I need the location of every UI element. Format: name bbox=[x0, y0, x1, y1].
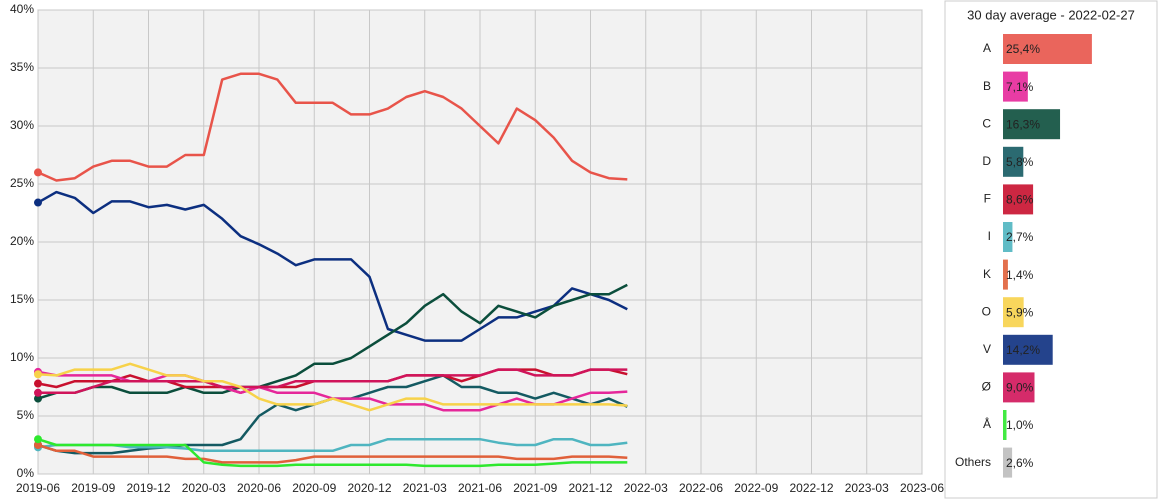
start-point bbox=[34, 441, 42, 449]
x-tick-label: 2020-09 bbox=[292, 481, 336, 495]
x-tick-label: 2021-12 bbox=[568, 481, 612, 495]
series-line bbox=[37, 437, 628, 453]
start-point bbox=[34, 198, 42, 207]
bar-label: V bbox=[983, 342, 991, 356]
x-tick-label: 2022-12 bbox=[789, 481, 833, 495]
bar-label: Ø bbox=[982, 380, 991, 394]
value-label: 25,4% bbox=[1006, 42, 1040, 56]
x-tick-label: 2022-09 bbox=[734, 481, 778, 495]
series-line bbox=[37, 362, 628, 412]
value-label: 5,8% bbox=[1006, 155, 1034, 169]
x-tick-label: 2023-06 bbox=[900, 481, 944, 495]
bar bbox=[1003, 184, 1034, 215]
value-label: 1,4% bbox=[1006, 268, 1034, 282]
bar-label: D bbox=[982, 154, 991, 168]
value-label: 9,0% bbox=[1006, 381, 1034, 395]
bar-label: C bbox=[982, 116, 991, 130]
value-label: 16,3% bbox=[1006, 117, 1040, 131]
bar-label: K bbox=[983, 267, 991, 281]
series-line bbox=[37, 283, 628, 400]
value-label: 5,9% bbox=[1006, 305, 1034, 319]
series-line bbox=[37, 443, 628, 464]
y-tick-label: 35% bbox=[10, 60, 34, 74]
bar bbox=[1003, 372, 1035, 403]
value-label: 7,1% bbox=[1006, 80, 1034, 94]
panel-title: 30 day average - 2022-02-27 bbox=[967, 7, 1135, 22]
bar bbox=[1003, 334, 1053, 365]
x-tick-label: 2023-03 bbox=[845, 481, 889, 495]
y-tick-label: 40% bbox=[10, 2, 34, 16]
value-label: 8,6% bbox=[1006, 193, 1034, 207]
start-point bbox=[34, 168, 42, 177]
value-label: 14,2% bbox=[1006, 343, 1040, 357]
start-point bbox=[34, 388, 42, 397]
y-tick-label: 15% bbox=[10, 292, 34, 306]
x-tick-label: 2022-03 bbox=[624, 481, 668, 495]
x-tick-label: 2020-03 bbox=[182, 481, 226, 495]
bar-label: I bbox=[988, 229, 991, 243]
bar bbox=[1003, 297, 1024, 328]
bar bbox=[1003, 410, 1007, 440]
bar bbox=[1003, 259, 1008, 290]
start-point bbox=[34, 394, 42, 403]
x-tick-label: 2020-12 bbox=[347, 481, 391, 495]
side-panel bbox=[944, 0, 1158, 499]
y-tick-label: 30% bbox=[10, 118, 34, 132]
bar-label: O bbox=[982, 304, 991, 318]
y-tick-label: 10% bbox=[10, 350, 34, 364]
start-point bbox=[34, 379, 42, 388]
bar bbox=[1003, 71, 1028, 102]
bar-label: Others bbox=[955, 455, 991, 469]
y-tick-label: 0% bbox=[17, 466, 35, 480]
value-label: 1,0% bbox=[1006, 418, 1034, 432]
x-tick-label: 2021-03 bbox=[403, 481, 447, 495]
series-line bbox=[37, 72, 628, 182]
x-tick-label: 2019-09 bbox=[71, 481, 115, 495]
x-tick-label: 2021-09 bbox=[513, 481, 557, 495]
y-tick-label: 25% bbox=[10, 176, 34, 190]
x-tick-label: 2021-06 bbox=[458, 481, 502, 495]
y-tick-label: 5% bbox=[17, 408, 35, 422]
x-tick-label: 2019-06 bbox=[16, 481, 60, 495]
bar-label: A bbox=[983, 41, 991, 55]
bar bbox=[1003, 109, 1061, 140]
series-line bbox=[37, 438, 628, 468]
bar-label: B bbox=[983, 79, 991, 93]
bar bbox=[1003, 222, 1013, 252]
bar bbox=[1003, 447, 1013, 478]
value-label: 2,6% bbox=[1006, 456, 1034, 470]
value-label: 2,7% bbox=[1006, 230, 1034, 244]
bar bbox=[1003, 34, 1092, 64]
series-line bbox=[37, 190, 628, 342]
start-point bbox=[34, 435, 42, 444]
bar bbox=[1003, 146, 1024, 177]
bar-label: F bbox=[984, 192, 991, 206]
y-tick-label: 20% bbox=[10, 234, 34, 248]
x-tick-label: 2020-06 bbox=[237, 481, 281, 495]
x-tick-label: 2022-06 bbox=[679, 481, 723, 495]
x-tick-label: 2019-12 bbox=[126, 481, 170, 495]
series-line bbox=[38, 368, 628, 395]
start-point bbox=[34, 370, 42, 379]
bar-label: Å bbox=[983, 416, 991, 431]
